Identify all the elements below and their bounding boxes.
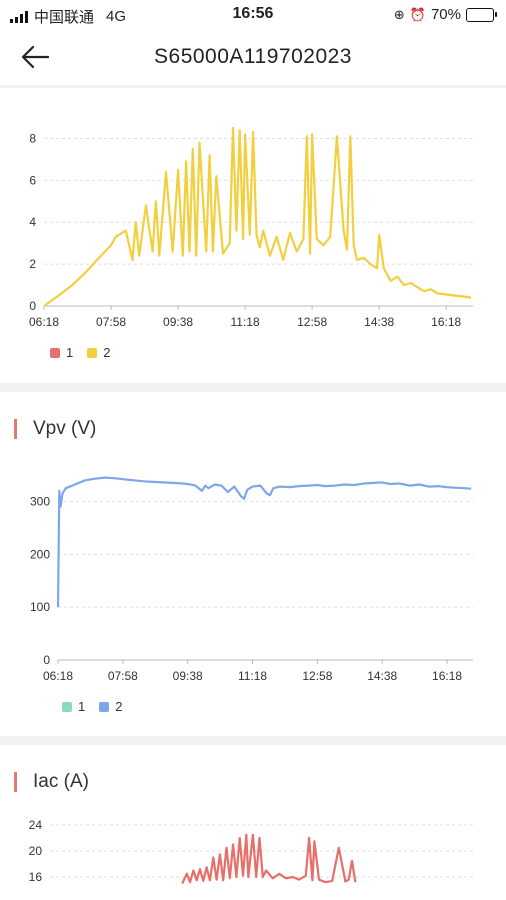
alarm-icon: ⏰ <box>409 6 426 22</box>
legend-label: 2 <box>103 345 111 360</box>
x-tick-label: 14:38 <box>364 315 394 329</box>
back-arrow-icon[interactable] <box>18 42 52 72</box>
series-line <box>43 126 472 307</box>
y-tick-label: 24 <box>29 818 43 832</box>
section-title-iac: Iac (A) <box>14 771 89 793</box>
legend-swatch <box>99 701 110 712</box>
x-tick-label: 11:18 <box>231 315 260 329</box>
x-tick-label: 09:38 <box>163 315 193 329</box>
signal-icon <box>10 10 28 23</box>
x-tick-label: 07:58 <box>108 669 138 683</box>
y-tick-label: 20 <box>29 844 43 858</box>
y-tick-label: 100 <box>30 600 50 614</box>
carrier-label: 中国联通 <box>34 9 95 26</box>
vpv-chart: 0 100 200 300 06:18 07:58 09:38 11:18 12:58 14:38… <box>30 476 473 683</box>
y-tick-label: 2 <box>29 257 36 271</box>
page-title: S65000A119702023 <box>154 45 352 68</box>
y-tick-label: 6 <box>29 173 36 187</box>
iac-chart: 16 20 24 <box>29 818 473 884</box>
legend-item[interactable]: 2 <box>99 699 122 714</box>
y-tick-label: 4 <box>29 215 36 229</box>
legend-item[interactable]: 1 <box>50 345 73 360</box>
status-bar: 中国联通 4G 16:56 ⊕ ⏰ 70% <box>0 0 506 30</box>
legend-swatch <box>87 347 98 358</box>
y-tick-label: 8 <box>29 131 36 145</box>
section-title-text: Iac (A) <box>33 771 89 792</box>
chart-card-pac: 0 2 4 6 8 06:18 07:58 09:38 11:18 12:58 14:38 16:18… <box>0 88 506 383</box>
section-title-text: Vpv (V) <box>33 418 97 439</box>
x-tick-label: 12:58 <box>302 669 332 683</box>
legend-label: 2 <box>115 699 123 714</box>
x-tick-label: 06:18 <box>29 315 59 329</box>
legend-swatch <box>62 701 72 712</box>
legend-label: 1 <box>78 699 86 714</box>
chart-card-vpv: Vpv (V) 0 100 200 300 06:18 07:58 09:38 11:18 12… <box>0 392 506 736</box>
network-label: 4G <box>106 8 127 25</box>
legend-swatch <box>50 347 60 358</box>
y-tick-label: 0 <box>43 653 50 667</box>
x-tick-label: 16:18 <box>432 669 462 683</box>
section-accent-bar <box>14 772 17 792</box>
y-tick-label: 16 <box>29 870 43 884</box>
chart-card-iac: Iac (A) 16 20 24 <box>0 745 506 900</box>
x-tick-label: 09:38 <box>173 669 203 683</box>
legend-item[interactable]: 2 <box>87 345 110 360</box>
battery-icon <box>466 7 497 22</box>
nav-bar: S65000A119702023 <box>0 30 506 85</box>
x-tick-label: 07:58 <box>96 315 126 329</box>
legend-item[interactable]: 1 <box>62 699 85 714</box>
legend-label: 1 <box>66 345 74 360</box>
y-tick-label: 300 <box>30 494 50 508</box>
series-line <box>181 833 357 884</box>
pac-chart: 0 2 4 6 8 06:18 07:58 09:38 11:18 12:58 14:38 16:18 <box>29 126 473 329</box>
section-title-vpv: Vpv (V) <box>14 418 96 440</box>
status-right: ⊕ ⏰ 70% <box>393 6 497 23</box>
x-tick-label: 16:18 <box>431 315 461 329</box>
y-tick-label: 0 <box>29 299 36 313</box>
series-line <box>56 476 472 608</box>
section-accent-bar <box>14 419 17 439</box>
x-tick-label: 14:38 <box>367 669 397 683</box>
status-time: 16:56 <box>232 5 274 22</box>
y-tick-label: 200 <box>30 547 50 561</box>
status-left: 中国联通 4G <box>10 6 126 27</box>
orientation-lock-icon: ⊕ <box>393 6 405 22</box>
battery-percent: 70% <box>430 6 461 23</box>
x-tick-label: 12:58 <box>297 315 327 329</box>
x-tick-label: 06:18 <box>43 669 73 683</box>
x-tick-label: 11:18 <box>238 669 267 683</box>
